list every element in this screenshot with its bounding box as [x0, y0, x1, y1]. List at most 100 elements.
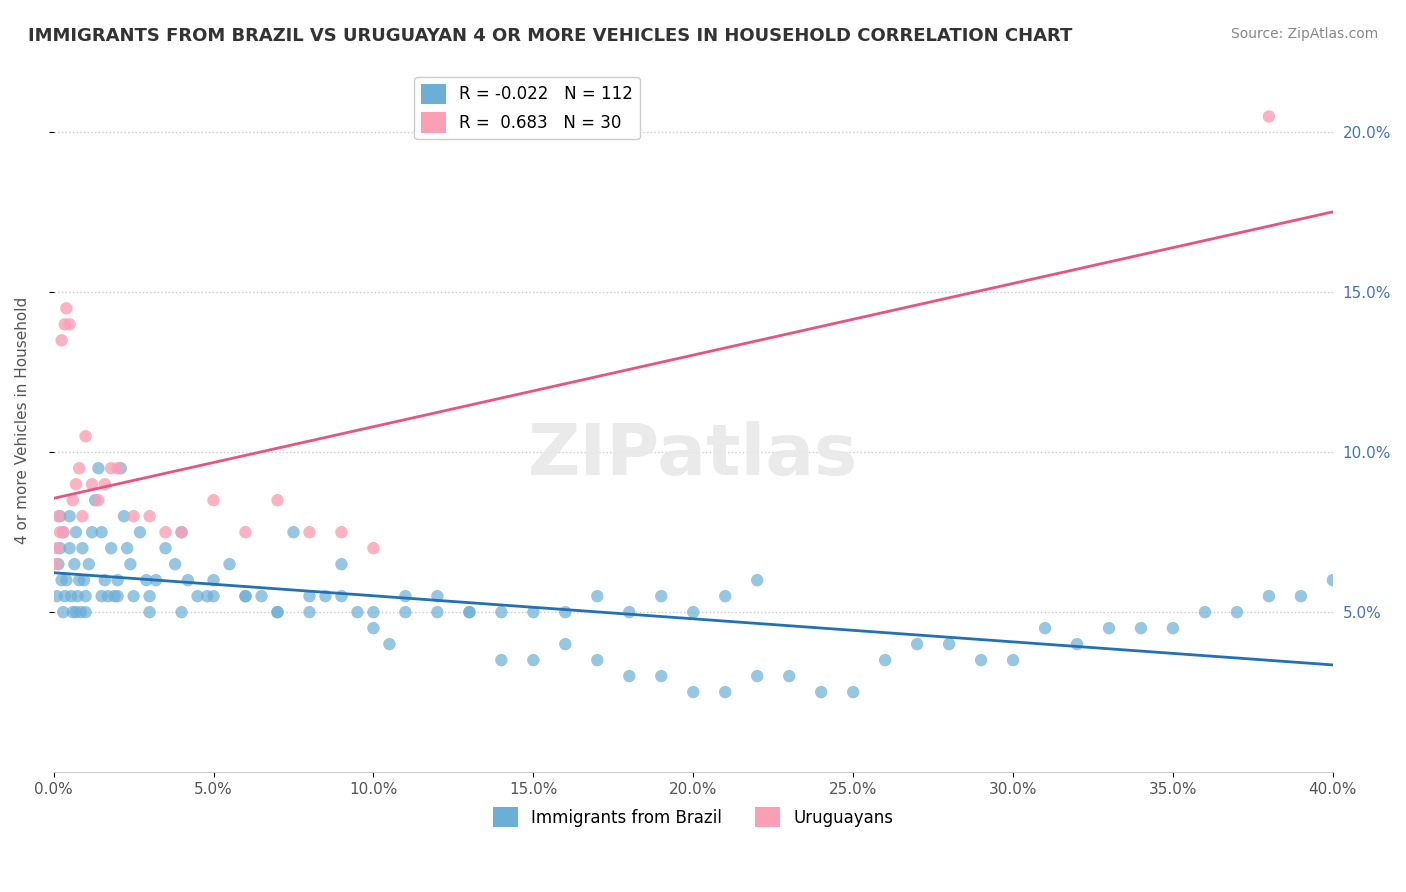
Point: [138, 509, 160, 524]
Point: [218, 557, 240, 571]
Point: [53, 318, 76, 332]
Point: [298, 589, 321, 603]
Point: [72, 541, 94, 556]
Point: [682, 605, 704, 619]
Point: [491, 605, 513, 619]
Point: [394, 605, 416, 619]
Point: [49, 525, 72, 540]
Point: [266, 605, 288, 619]
Point: [59, 541, 82, 556]
Point: [714, 589, 737, 603]
Point: [202, 589, 225, 603]
Point: [73, 573, 96, 587]
Point: [51, 334, 73, 348]
Point: [120, 557, 142, 571]
Text: Source: ZipAtlas.com: Source: ZipAtlas.com: [1230, 27, 1378, 41]
Point: [202, 493, 225, 508]
Point: [112, 509, 135, 524]
Point: [138, 589, 160, 603]
Y-axis label: 4 or more Vehicles in Household: 4 or more Vehicles in Household: [15, 297, 30, 544]
Point: [170, 525, 193, 540]
Point: [90, 525, 112, 540]
Point: [67, 461, 90, 475]
Point: [682, 685, 704, 699]
Point: [52, 525, 75, 540]
Point: [778, 669, 800, 683]
Point: [1194, 605, 1216, 619]
Point: [75, 589, 97, 603]
Point: [77, 557, 100, 571]
Point: [107, 589, 129, 603]
Point: [235, 589, 257, 603]
Point: [55, 573, 77, 587]
Point: [1130, 621, 1153, 635]
Point: [115, 541, 138, 556]
Point: [970, 653, 993, 667]
Point: [938, 637, 960, 651]
Point: [235, 589, 257, 603]
Point: [426, 589, 449, 603]
Point: [283, 525, 305, 540]
Point: [522, 653, 544, 667]
Point: [619, 605, 641, 619]
Point: [135, 573, 157, 587]
Point: [266, 605, 288, 619]
Point: [155, 541, 177, 556]
Point: [346, 605, 368, 619]
Point: [1002, 653, 1025, 667]
Point: [314, 589, 336, 603]
Point: [1322, 573, 1344, 587]
Point: [84, 493, 107, 508]
Point: [650, 669, 672, 683]
Point: [45, 541, 67, 556]
Point: [107, 573, 129, 587]
Point: [155, 525, 177, 540]
Point: [122, 589, 145, 603]
Point: [747, 669, 769, 683]
Point: [66, 589, 89, 603]
Point: [1066, 637, 1088, 651]
Point: [62, 605, 84, 619]
Point: [905, 637, 928, 651]
Point: [75, 605, 97, 619]
Point: [1226, 605, 1249, 619]
Point: [90, 589, 112, 603]
Point: [586, 589, 609, 603]
Point: [97, 589, 120, 603]
Point: [63, 557, 86, 571]
Point: [80, 525, 103, 540]
Point: [1258, 589, 1281, 603]
Point: [72, 509, 94, 524]
Point: [170, 525, 193, 540]
Point: [103, 589, 125, 603]
Point: [55, 301, 77, 316]
Point: [59, 509, 82, 524]
Point: [80, 477, 103, 491]
Point: [49, 509, 72, 524]
Point: [298, 525, 321, 540]
Point: [619, 669, 641, 683]
Point: [458, 605, 481, 619]
Point: [65, 525, 87, 540]
Point: [100, 541, 122, 556]
Point: [94, 573, 117, 587]
Point: [554, 637, 576, 651]
Point: [875, 653, 897, 667]
Point: [363, 541, 385, 556]
Point: [138, 605, 160, 619]
Point: [1033, 621, 1056, 635]
Text: ZIPatlas: ZIPatlas: [529, 421, 858, 490]
Text: IMMIGRANTS FROM BRAZIL VS URUGUAYAN 4 OR MORE VEHICLES IN HOUSEHOLD CORRELATION : IMMIGRANTS FROM BRAZIL VS URUGUAYAN 4 OR…: [28, 27, 1073, 45]
Point: [1289, 589, 1312, 603]
Point: [94, 477, 117, 491]
Point: [145, 573, 167, 587]
Point: [75, 429, 97, 443]
Point: [129, 525, 152, 540]
Point: [650, 589, 672, 603]
Point: [51, 573, 73, 587]
Point: [202, 573, 225, 587]
Point: [363, 621, 385, 635]
Point: [810, 685, 832, 699]
Point: [87, 493, 110, 508]
Point: [394, 589, 416, 603]
